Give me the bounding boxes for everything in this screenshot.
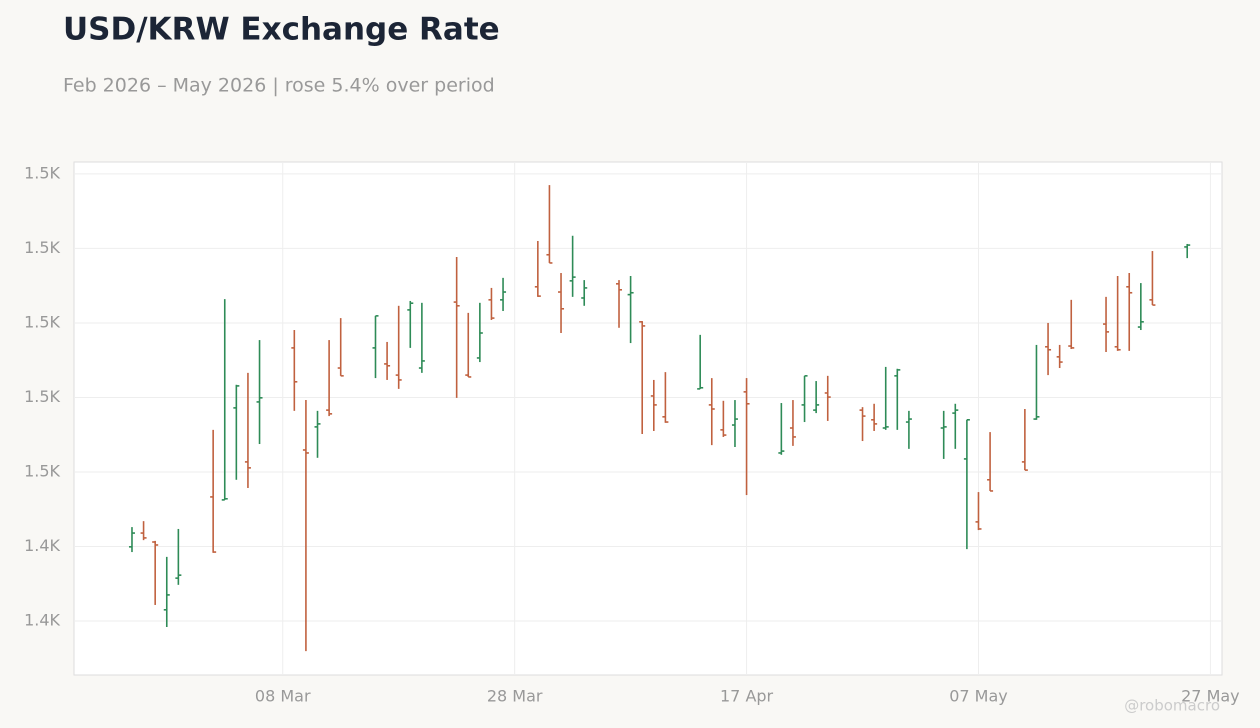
y-tick-label: 1.4K bbox=[24, 610, 60, 629]
y-tick-label: 1.4K bbox=[24, 536, 60, 555]
watermark: @robomacro bbox=[1124, 697, 1220, 715]
chart-title: USD/KRW Exchange Rate bbox=[63, 12, 500, 48]
x-tick-label: 27 May bbox=[1181, 687, 1240, 706]
plot-area bbox=[73, 161, 1223, 676]
y-tick-label: 1.5K bbox=[24, 387, 60, 406]
y-tick-label: 1.5K bbox=[24, 312, 60, 331]
x-tick-label: 17 Apr bbox=[720, 687, 774, 706]
y-tick-label: 1.5K bbox=[24, 163, 60, 182]
y-tick-label: 1.5K bbox=[24, 461, 60, 480]
x-tick-label: 28 Mar bbox=[487, 687, 543, 706]
y-tick-label: 1.5K bbox=[24, 238, 60, 257]
x-tick-label: 07 May bbox=[949, 687, 1008, 706]
chart-subtitle: Feb 2026 – May 2026 | rose 5.4% over per… bbox=[63, 75, 495, 97]
x-tick-label: 08 Mar bbox=[255, 687, 311, 706]
